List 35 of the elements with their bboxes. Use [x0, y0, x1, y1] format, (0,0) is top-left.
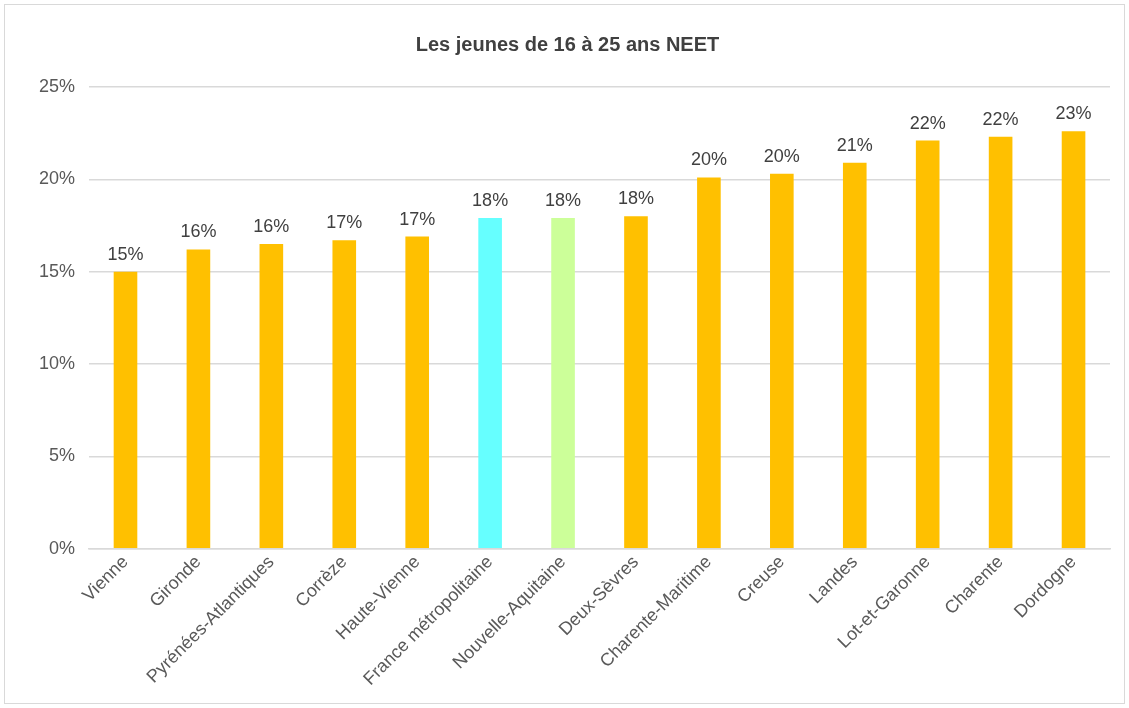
y-tick-label: 25% [39, 75, 76, 96]
bar [842, 162, 867, 548]
bar [478, 218, 502, 548]
data-label: 18% [545, 190, 582, 211]
bar [113, 271, 138, 548]
data-label: 20% [690, 149, 727, 170]
chart-title: Les jeunes de 16 à 25 ans NEET [415, 32, 720, 55]
bar [915, 140, 940, 548]
data-label: 21% [836, 134, 873, 155]
bar [988, 136, 1013, 548]
bar [332, 240, 357, 548]
data-label: 18% [617, 188, 654, 209]
bar [697, 177, 721, 548]
y-tick-label: 20% [39, 168, 76, 189]
data-label: 15% [107, 243, 144, 264]
data-label: 16% [253, 215, 290, 236]
data-label: 16% [180, 221, 217, 242]
bar [259, 243, 284, 548]
bar [551, 218, 575, 548]
bar [405, 236, 430, 548]
data-label: 17% [399, 208, 436, 229]
data-label: 17% [326, 212, 363, 233]
data-label: 22% [982, 108, 1019, 129]
y-tick-label: 15% [39, 260, 76, 281]
bar [624, 216, 648, 548]
y-tick-label: 5% [49, 445, 76, 466]
y-tick-label: 0% [49, 537, 76, 558]
data-label: 18% [472, 190, 509, 211]
bar [1061, 131, 1086, 548]
bar [186, 249, 211, 548]
data-label: 20% [763, 145, 800, 166]
data-label: 22% [909, 112, 946, 133]
y-tick-label: 10% [39, 352, 76, 373]
bar [770, 173, 794, 548]
data-label: 23% [1055, 103, 1092, 124]
